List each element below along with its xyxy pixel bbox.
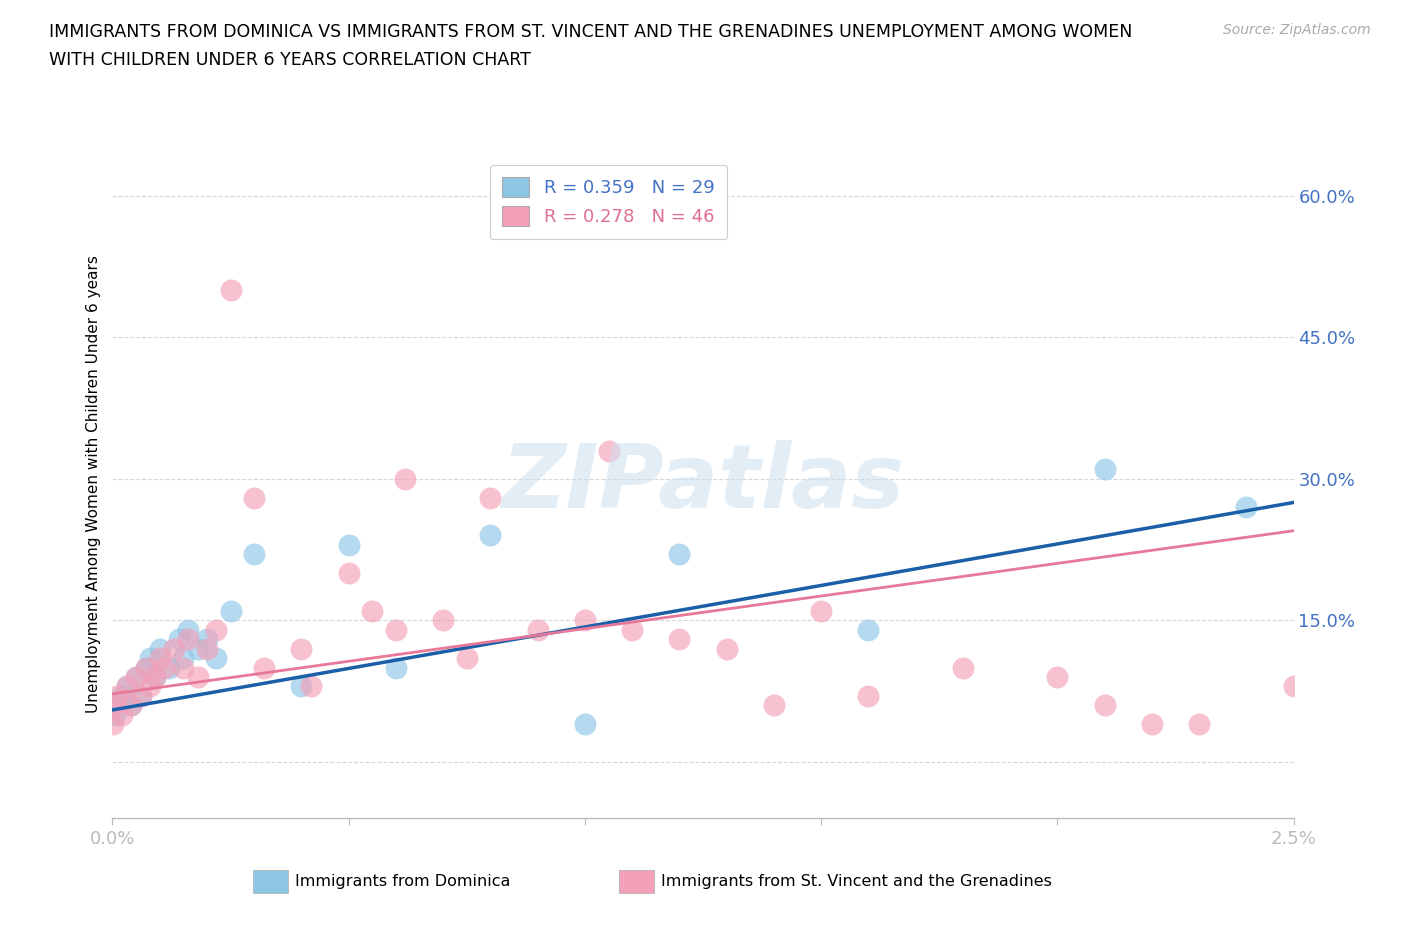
Text: WITH CHILDREN UNDER 6 YEARS CORRELATION CHART: WITH CHILDREN UNDER 6 YEARS CORRELATION … bbox=[49, 51, 531, 69]
Point bbox=[163, 641, 186, 656]
Point bbox=[143, 670, 166, 684]
Point bbox=[219, 604, 242, 618]
Point bbox=[299, 679, 322, 694]
Point bbox=[952, 660, 974, 675]
Point bbox=[115, 679, 138, 694]
Point bbox=[479, 528, 502, 543]
Point bbox=[139, 679, 162, 694]
Point bbox=[621, 622, 644, 637]
Point bbox=[105, 698, 128, 712]
Point bbox=[125, 670, 148, 684]
Point bbox=[111, 707, 134, 722]
Point bbox=[120, 698, 142, 712]
Point bbox=[858, 622, 880, 637]
Point bbox=[526, 622, 548, 637]
Text: ZIPatlas: ZIPatlas bbox=[502, 440, 904, 527]
Point bbox=[205, 651, 228, 666]
Point bbox=[716, 641, 738, 656]
Point bbox=[394, 472, 416, 486]
Point bbox=[337, 538, 360, 552]
Point bbox=[668, 631, 690, 646]
Point bbox=[143, 670, 166, 684]
Point bbox=[139, 651, 162, 666]
Point bbox=[337, 565, 360, 580]
Point bbox=[115, 679, 138, 694]
Point bbox=[103, 717, 125, 732]
Point bbox=[219, 283, 242, 298]
Point bbox=[290, 641, 312, 656]
Text: Source: ZipAtlas.com: Source: ZipAtlas.com bbox=[1223, 23, 1371, 37]
Point bbox=[1282, 679, 1305, 694]
Point bbox=[129, 688, 152, 703]
Point bbox=[1140, 717, 1163, 732]
Point bbox=[243, 547, 266, 562]
Point bbox=[1094, 698, 1116, 712]
Text: Immigrants from Dominica: Immigrants from Dominica bbox=[295, 874, 510, 889]
Point bbox=[120, 698, 142, 712]
Point bbox=[129, 688, 152, 703]
Point bbox=[149, 651, 172, 666]
Point bbox=[172, 651, 194, 666]
Point bbox=[456, 651, 478, 666]
Point bbox=[157, 660, 180, 675]
Point bbox=[177, 622, 200, 637]
Point bbox=[243, 490, 266, 505]
Point bbox=[105, 688, 128, 703]
Point bbox=[205, 622, 228, 637]
Point bbox=[177, 631, 200, 646]
Point bbox=[1188, 717, 1211, 732]
Point bbox=[1234, 499, 1257, 514]
Point bbox=[574, 717, 596, 732]
Point bbox=[172, 660, 194, 675]
Point bbox=[858, 688, 880, 703]
Point bbox=[1094, 462, 1116, 477]
Point bbox=[432, 613, 454, 628]
Point bbox=[385, 622, 408, 637]
Point bbox=[104, 698, 127, 712]
Point bbox=[186, 670, 208, 684]
Point bbox=[479, 490, 502, 505]
Point bbox=[135, 660, 157, 675]
Point bbox=[810, 604, 832, 618]
Point bbox=[598, 444, 620, 458]
Point bbox=[253, 660, 276, 675]
Text: IMMIGRANTS FROM DOMINICA VS IMMIGRANTS FROM ST. VINCENT AND THE GRENADINES UNEMP: IMMIGRANTS FROM DOMINICA VS IMMIGRANTS F… bbox=[49, 23, 1133, 41]
Y-axis label: Unemployment Among Women with Children Under 6 years: Unemployment Among Women with Children U… bbox=[86, 255, 101, 712]
Point bbox=[125, 670, 148, 684]
Point bbox=[361, 604, 384, 618]
Point bbox=[153, 660, 176, 675]
Point bbox=[167, 631, 190, 646]
Point bbox=[104, 707, 127, 722]
Point bbox=[149, 641, 172, 656]
Point bbox=[574, 613, 596, 628]
Text: Immigrants from St. Vincent and the Grenadines: Immigrants from St. Vincent and the Gren… bbox=[661, 874, 1052, 889]
Point bbox=[186, 641, 208, 656]
Point bbox=[195, 641, 218, 656]
Point bbox=[385, 660, 408, 675]
Legend: R = 0.359   N = 29, R = 0.278   N = 46: R = 0.359 N = 29, R = 0.278 N = 46 bbox=[489, 165, 727, 239]
Point bbox=[135, 660, 157, 675]
Point bbox=[762, 698, 785, 712]
Point bbox=[290, 679, 312, 694]
Point bbox=[1046, 670, 1069, 684]
Point bbox=[195, 631, 218, 646]
Point bbox=[668, 547, 690, 562]
Point bbox=[111, 688, 134, 703]
